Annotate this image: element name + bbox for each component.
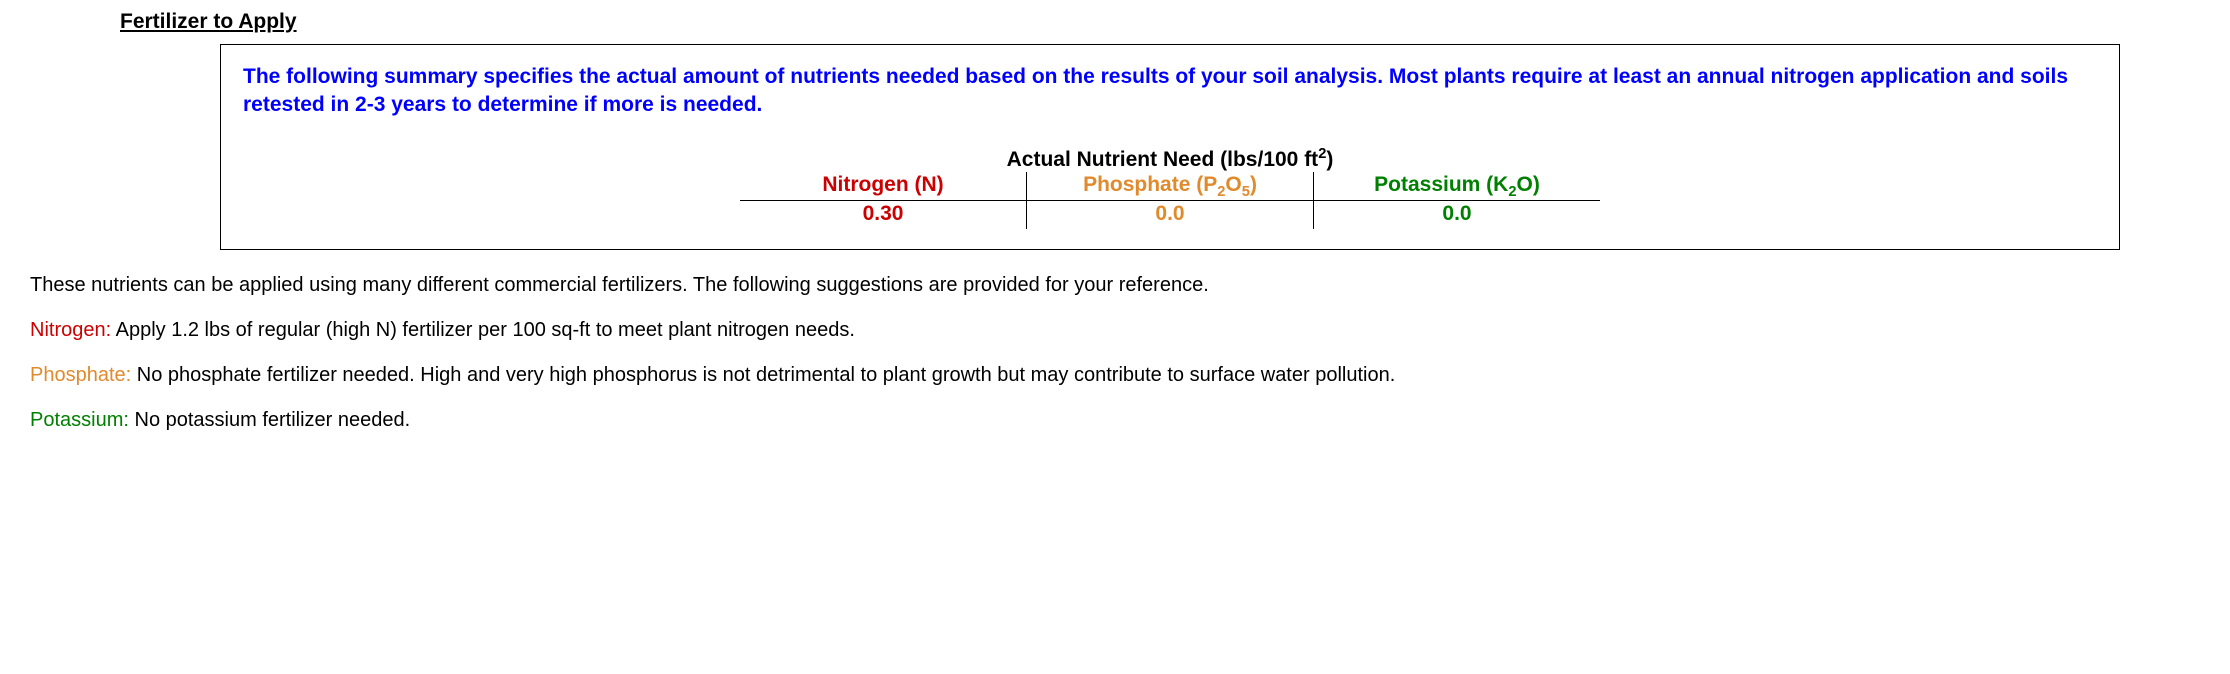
nitrogen-text: Apply 1.2 lbs of regular (high N) fertil…	[111, 319, 855, 341]
potassium-recommendation: Potassium: No potassium fertilizer neede…	[30, 409, 2200, 432]
nutrient-value-row: 0.30 0.0 0.0	[740, 201, 1600, 229]
phosphate-post: )	[1250, 173, 1257, 196]
phosphate-recommendation: Phosphate: No phosphate fertilizer neede…	[30, 364, 2200, 387]
nutrient-table-title: Actual Nutrient Need (lbs/100 ft2)	[740, 148, 1600, 172]
potassium-post: O)	[1517, 173, 1540, 196]
nutrient-need-table: Actual Nutrient Need (lbs/100 ft2) Nitro…	[740, 148, 1600, 229]
potassium-text: No potassium fertilizer needed.	[129, 409, 410, 431]
potassium-label: Potassium:	[30, 409, 129, 431]
title-prefix: Actual Nutrient Need (lbs/100 ft	[1007, 148, 1319, 171]
phosphate-pre: Phosphate (P	[1083, 173, 1217, 196]
phosphate-text: No phosphate fertilizer needed. High and…	[131, 364, 1395, 386]
title-suffix: )	[1326, 148, 1333, 171]
potassium-value: 0.0	[1314, 201, 1600, 229]
summary-box: The following summary specifies the actu…	[220, 44, 2120, 250]
nitrogen-value: 0.30	[740, 201, 1027, 229]
potassium-sub: 2	[1508, 184, 1516, 200]
phosphate-value: 0.0	[1027, 201, 1314, 229]
nitrogen-label: Nitrogen:	[30, 319, 111, 341]
phosphate-label: Phosphate:	[30, 364, 131, 386]
summary-text: The following summary specifies the actu…	[243, 63, 2097, 120]
nutrient-header-row: Nitrogen (N) Phosphate (P2O5) Potassium …	[740, 172, 1600, 201]
phosphate-header: Phosphate (P2O5)	[1027, 172, 1314, 201]
section-title: Fertilizer to Apply	[120, 10, 2200, 34]
intro-paragraph: These nutrients can be applied using man…	[30, 274, 2200, 297]
phosphate-sub2: 5	[1242, 184, 1250, 200]
nitrogen-recommendation: Nitrogen: Apply 1.2 lbs of regular (high…	[30, 319, 2200, 342]
nitrogen-header: Nitrogen (N)	[740, 172, 1027, 201]
potassium-header: Potassium (K2O)	[1314, 172, 1600, 201]
phosphate-mid: O	[1225, 173, 1241, 196]
potassium-pre: Potassium (K	[1374, 173, 1508, 196]
